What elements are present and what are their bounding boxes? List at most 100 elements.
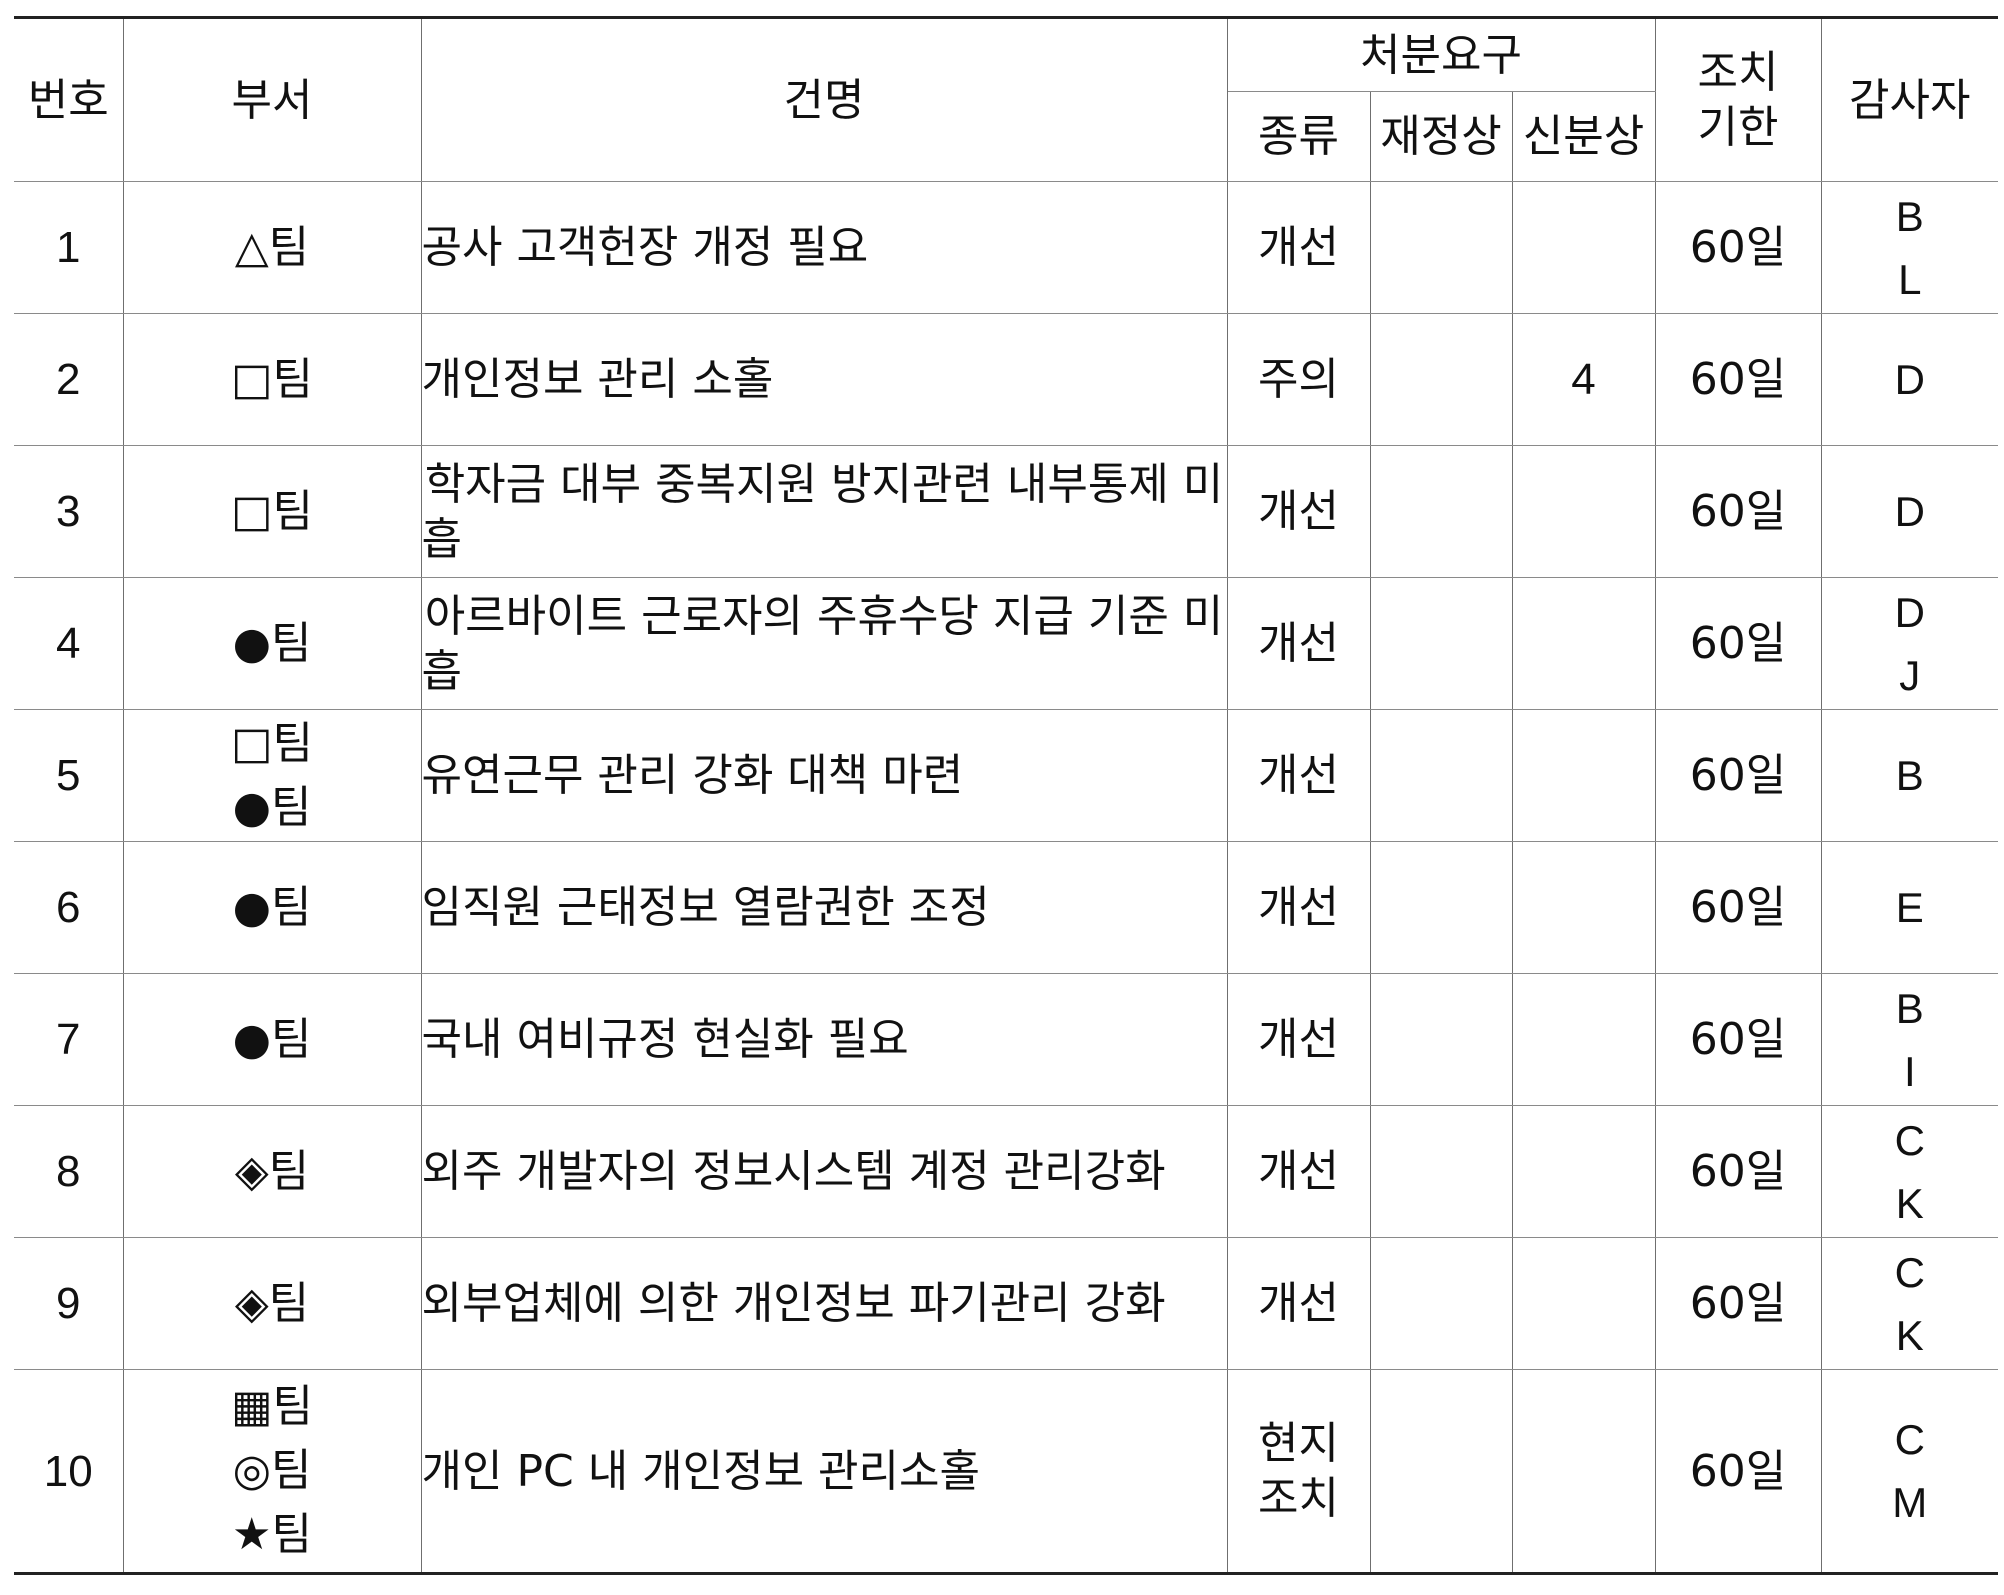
header-financial: 재정상 xyxy=(1369,91,1513,182)
dept-name: ◈팀 xyxy=(234,1277,310,1329)
row-number-cell: 10 xyxy=(14,1369,124,1575)
row-personnel-cell xyxy=(1511,973,1656,1106)
dept-name: □팀 xyxy=(230,717,314,769)
dept-name: ●팀 xyxy=(232,881,312,933)
row-kind-cell: 개선 xyxy=(1226,709,1371,842)
row-kind-cell: 개선 xyxy=(1226,445,1371,578)
kind-text: 개선 xyxy=(1258,882,1339,933)
row-dept-cell: ●팀 xyxy=(122,841,422,974)
dept-name: ◈팀 xyxy=(234,1145,310,1197)
table-row: 1 △팀 공사 고객헌장 개정 필요 개선 60일 B L xyxy=(14,181,1999,314)
audit-results-table: 번호 부서 건명 처분요구 조치 기한 감사자 종류 재정상 신분상 1 △팀 공사… xyxy=(14,16,1999,1575)
row-number-cell: 8 xyxy=(14,1105,124,1238)
header-no: 번호 xyxy=(14,16,124,182)
row-dept-cell: ●팀 xyxy=(122,973,422,1106)
table-row: 5 □팀 ●팀 유연근무 관리 강화 대책 마련 개선 60일 B xyxy=(14,709,1999,842)
auditor-code: D xyxy=(1894,488,1925,535)
table-row: 2 □팀 개인정보 관리 소홀 주의 4 60일 D xyxy=(14,313,1999,446)
table-row: 9 ◈팀 외부업체에 의한 개인정보 파기관리 강화 개선 60일 C K xyxy=(14,1237,1999,1370)
auditor-code: K xyxy=(1895,1311,1924,1359)
row-financial-cell xyxy=(1369,445,1513,578)
row-deadline-cell: 60일 xyxy=(1654,1369,1822,1575)
header-disposition: 처분요구 xyxy=(1226,16,1656,92)
row-auditor-cell: E xyxy=(1820,841,1999,974)
header-deadline: 조치 기한 xyxy=(1654,16,1822,182)
table-row: 8 ◈팀 외주 개발자의 정보시스템 계정 관리강화 개선 60일 C K xyxy=(14,1105,1999,1238)
row-kind-cell: 개선 xyxy=(1226,181,1371,314)
header-row-group: 번호 부서 건명 처분요구 조치 기한 감사자 xyxy=(14,16,1999,182)
row-financial-cell xyxy=(1369,1105,1513,1238)
row-kind-cell: 개선 xyxy=(1226,577,1371,710)
kind-text: 개선 xyxy=(1258,1014,1339,1065)
row-title-cell: 공사 고객헌장 개정 필요 xyxy=(420,181,1228,314)
row-title-cell: 임직원 근태정보 열람권한 조정 xyxy=(420,841,1228,974)
auditor-code: B xyxy=(1895,984,1924,1032)
row-deadline-cell: 60일 xyxy=(1654,313,1822,446)
row-title-cell: 외부업체에 의한 개인정보 파기관리 강화 xyxy=(420,1237,1228,1370)
row-number-cell: 7 xyxy=(14,973,124,1106)
dept-name: ●팀 xyxy=(232,1013,312,1065)
auditor-code: E xyxy=(1895,884,1924,931)
row-auditor-cell: B xyxy=(1820,709,1999,842)
dept-name: ▦팀 xyxy=(230,1381,314,1433)
row-dept-cell: □팀 xyxy=(122,445,422,578)
row-kind-cell: 개선 xyxy=(1226,841,1371,974)
kind-text: 주의 xyxy=(1258,354,1339,405)
row-deadline-cell: 60일 xyxy=(1654,445,1822,578)
header-deadline-line2: 기한 xyxy=(1697,102,1779,153)
table-body: 1 △팀 공사 고객헌장 개정 필요 개선 60일 B L 2 □팀 개인정보 관리 소홀 주의 4 6… xyxy=(14,181,1999,1575)
row-title-cell: 국내 여비규정 현실화 필요 xyxy=(420,973,1228,1106)
row-deadline-cell: 60일 xyxy=(1654,1105,1822,1238)
header-personnel: 신분상 xyxy=(1511,91,1656,182)
row-title-cell: 개인정보 관리 소홀 xyxy=(420,313,1228,446)
row-dept-cell: ◈팀 xyxy=(122,1237,422,1370)
row-title-cell: 아르바이트 근로자의 주휴수당 지급 기준 미흡 xyxy=(420,577,1228,710)
table-row: 7 ●팀 국내 여비규정 현실화 필요 개선 60일 B I xyxy=(14,973,1999,1106)
row-personnel-cell xyxy=(1511,181,1656,314)
audit-results-sheet: 번호 부서 건명 처분요구 조치 기한 감사자 종류 재정상 신분상 1 △팀 공사… xyxy=(14,16,1999,1575)
row-auditor-cell: D xyxy=(1820,313,1999,446)
row-title-cell: 개인 PC 내 개인정보 관리소홀 xyxy=(420,1369,1228,1575)
row-financial-cell xyxy=(1369,1369,1513,1575)
auditor-code: I xyxy=(1903,1047,1916,1095)
row-financial-cell xyxy=(1369,181,1513,314)
row-dept-cell: □팀 xyxy=(122,313,422,446)
row-number-cell: 4 xyxy=(14,577,124,710)
auditor-code: J xyxy=(1899,651,1921,699)
row-kind-cell: 현지 조치 xyxy=(1226,1369,1371,1575)
auditor-code: D xyxy=(1894,588,1925,636)
header-dept: 부서 xyxy=(122,16,422,182)
auditor-code: C xyxy=(1894,1248,1925,1296)
row-number-cell: 2 xyxy=(14,313,124,446)
row-number-cell: 3 xyxy=(14,445,124,578)
row-personnel-cell xyxy=(1511,1237,1656,1370)
kind-text: 개선 xyxy=(1258,222,1339,273)
row-deadline-cell: 60일 xyxy=(1654,709,1822,842)
table-row: 6 ●팀 임직원 근태정보 열람권한 조정 개선 60일 E xyxy=(14,841,1999,974)
auditor-code: C xyxy=(1894,1116,1925,1164)
row-dept-cell: ◈팀 xyxy=(122,1105,422,1238)
header-auditor: 감사자 xyxy=(1820,16,1999,182)
row-personnel-cell xyxy=(1511,1369,1656,1575)
auditor-code: M xyxy=(1892,1479,1928,1526)
row-dept-cell: ●팀 xyxy=(122,577,422,710)
header-title: 건명 xyxy=(420,16,1228,182)
auditor-code: K xyxy=(1895,1179,1924,1227)
dept-name: △팀 xyxy=(234,221,310,273)
kind-text: 개선 xyxy=(1258,618,1339,669)
row-financial-cell xyxy=(1369,577,1513,710)
dept-name: ◎팀 xyxy=(232,1445,312,1497)
kind-text: 개선 xyxy=(1258,1278,1339,1329)
table-row: 10 ▦팀 ◎팀 ★팀 개인 PC 내 개인정보 관리소홀 현지 조치 60일 C M xyxy=(14,1369,1999,1575)
row-kind-cell: 개선 xyxy=(1226,1105,1371,1238)
row-personnel-cell xyxy=(1511,1105,1656,1238)
auditor-code: C xyxy=(1894,1416,1925,1463)
row-number-cell: 5 xyxy=(14,709,124,842)
row-personnel-cell xyxy=(1511,709,1656,842)
row-kind-cell: 개선 xyxy=(1226,973,1371,1106)
row-title-cell: 유연근무 관리 강화 대책 마련 xyxy=(420,709,1228,842)
